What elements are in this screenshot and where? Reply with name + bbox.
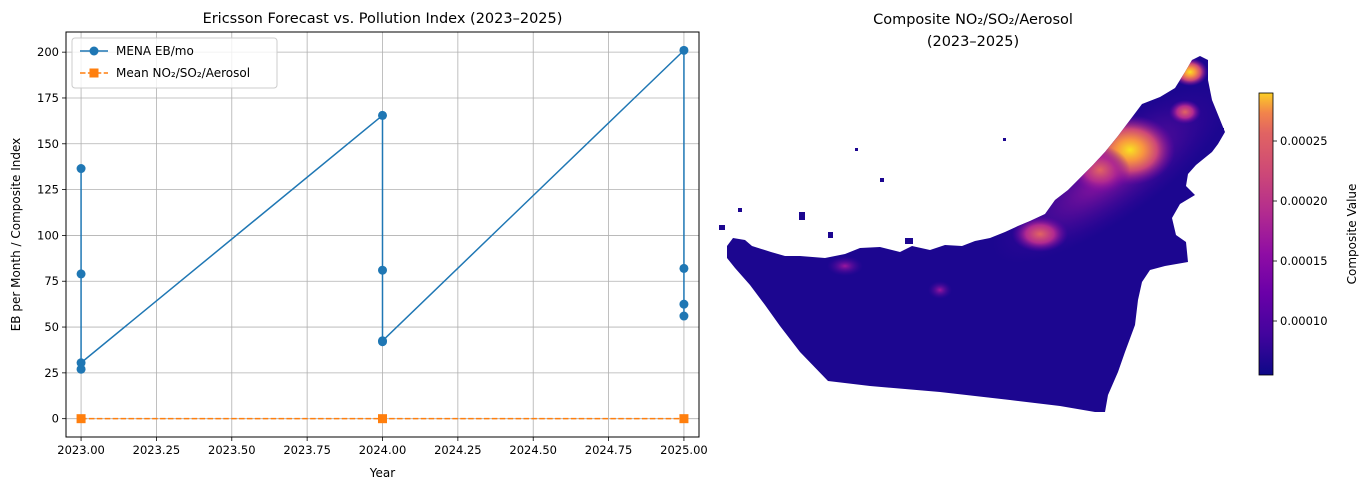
legend-entry-mena: MENA EB/mo — [80, 44, 194, 58]
data-point-circle — [679, 311, 689, 321]
uae-map — [719, 56, 1225, 412]
hotspot-abudhabi — [1012, 216, 1068, 252]
x-tick-label: 2024.50 — [509, 443, 557, 457]
heatmap-panel: Composite NO₂/SO₂/Aerosol (2023–2025) — [719, 12, 1359, 412]
chart-title: Ericsson Forecast vs. Pollution Index (2… — [203, 11, 563, 27]
legend-label-pollution: Mean NO₂/SO₂/Aerosol — [116, 66, 250, 80]
hotspot-sharjah — [1070, 146, 1130, 194]
data-point-circle — [378, 110, 387, 120]
data-point-circle — [76, 164, 86, 174]
hotspot-west — [827, 256, 863, 276]
y-tick-label: 150 — [37, 137, 59, 151]
legend: MENA EB/mo Mean NO₂/SO₂/Aerosol — [71, 37, 278, 89]
x-tick-label: 2023.25 — [133, 443, 181, 457]
hotspot-east — [1169, 100, 1201, 124]
x-tick-label: 2023.50 — [208, 443, 256, 457]
colorbar-tick-label: 0.00015 — [1280, 254, 1328, 268]
colorbar-tick-label: 0.00010 — [1280, 314, 1328, 328]
colorbar-tick-label: 0.00020 — [1280, 194, 1328, 208]
plot-series — [76, 45, 689, 424]
colorbar-gradient — [1258, 92, 1274, 376]
y-tick-label: 125 — [37, 183, 59, 197]
legend-marker-mena — [89, 46, 99, 56]
data-point-circle — [679, 299, 689, 309]
y-tick-label: 50 — [44, 320, 59, 334]
y-axis-label: EB per Month / Composite Index — [9, 138, 23, 332]
x-tick-label: 2023.75 — [283, 443, 331, 457]
data-point-circle — [76, 269, 86, 279]
data-point-circle — [679, 45, 689, 55]
y-tick-label: 100 — [37, 228, 59, 242]
legend-entry-pollution: Mean NO₂/SO₂/Aerosol — [80, 66, 250, 80]
y-tick-label: 0 — [52, 412, 59, 426]
data-point-square — [378, 414, 387, 424]
hotspot-rak — [1172, 58, 1208, 86]
series-line-0 — [80, 48, 685, 370]
line-chart: Ericsson Forecast vs. Pollution Index (2… — [9, 11, 708, 480]
colorbar-ticks: 0.00010 0.00015 0.00020 0.00025 — [1273, 134, 1328, 328]
map-title: Composite NO₂/SO₂/Aerosol — [873, 12, 1073, 28]
x-tick-label: 2024.25 — [434, 443, 482, 457]
legend-marker-pollution — [89, 68, 99, 78]
data-point-circle — [76, 364, 86, 374]
data-point-square — [76, 414, 86, 424]
x-axis-label: Year — [369, 466, 395, 480]
x-tick-label: 2025.00 — [660, 443, 708, 457]
x-axis: 2023.00 2023.25 2023.50 2023.75 2024.00 2024.… — [57, 437, 708, 457]
data-point-circle — [378, 336, 387, 346]
islands — [719, 128, 1224, 244]
y-tick-label: 175 — [37, 91, 59, 105]
y-tick-label: 25 — [44, 366, 59, 380]
x-tick-label: 2024.75 — [585, 443, 633, 457]
x-tick-label: 2024.00 — [359, 443, 407, 457]
colorbar-label: Composite Value — [1345, 184, 1359, 285]
data-point-square — [679, 414, 689, 424]
legend-box — [71, 37, 278, 89]
y-axis: 0 25 50 75 100 125 150 175 200 — [37, 45, 66, 426]
colorbar: 0.00010 0.00015 0.00020 0.00025 Composite V… — [1258, 92, 1359, 376]
data-point-circle — [76, 358, 86, 368]
data-point-circle — [679, 263, 689, 273]
x-tick-label: 2023.00 — [57, 443, 105, 457]
colorbar-tick-label: 0.00025 — [1280, 134, 1328, 148]
legend-label-mena: MENA EB/mo — [116, 44, 194, 58]
y-tick-label: 200 — [37, 45, 59, 59]
hotspot-inland — [928, 281, 952, 299]
y-tick-label: 75 — [44, 274, 59, 288]
map-subtitle: (2023–2025) — [927, 34, 1019, 50]
data-point-circle — [378, 265, 387, 275]
